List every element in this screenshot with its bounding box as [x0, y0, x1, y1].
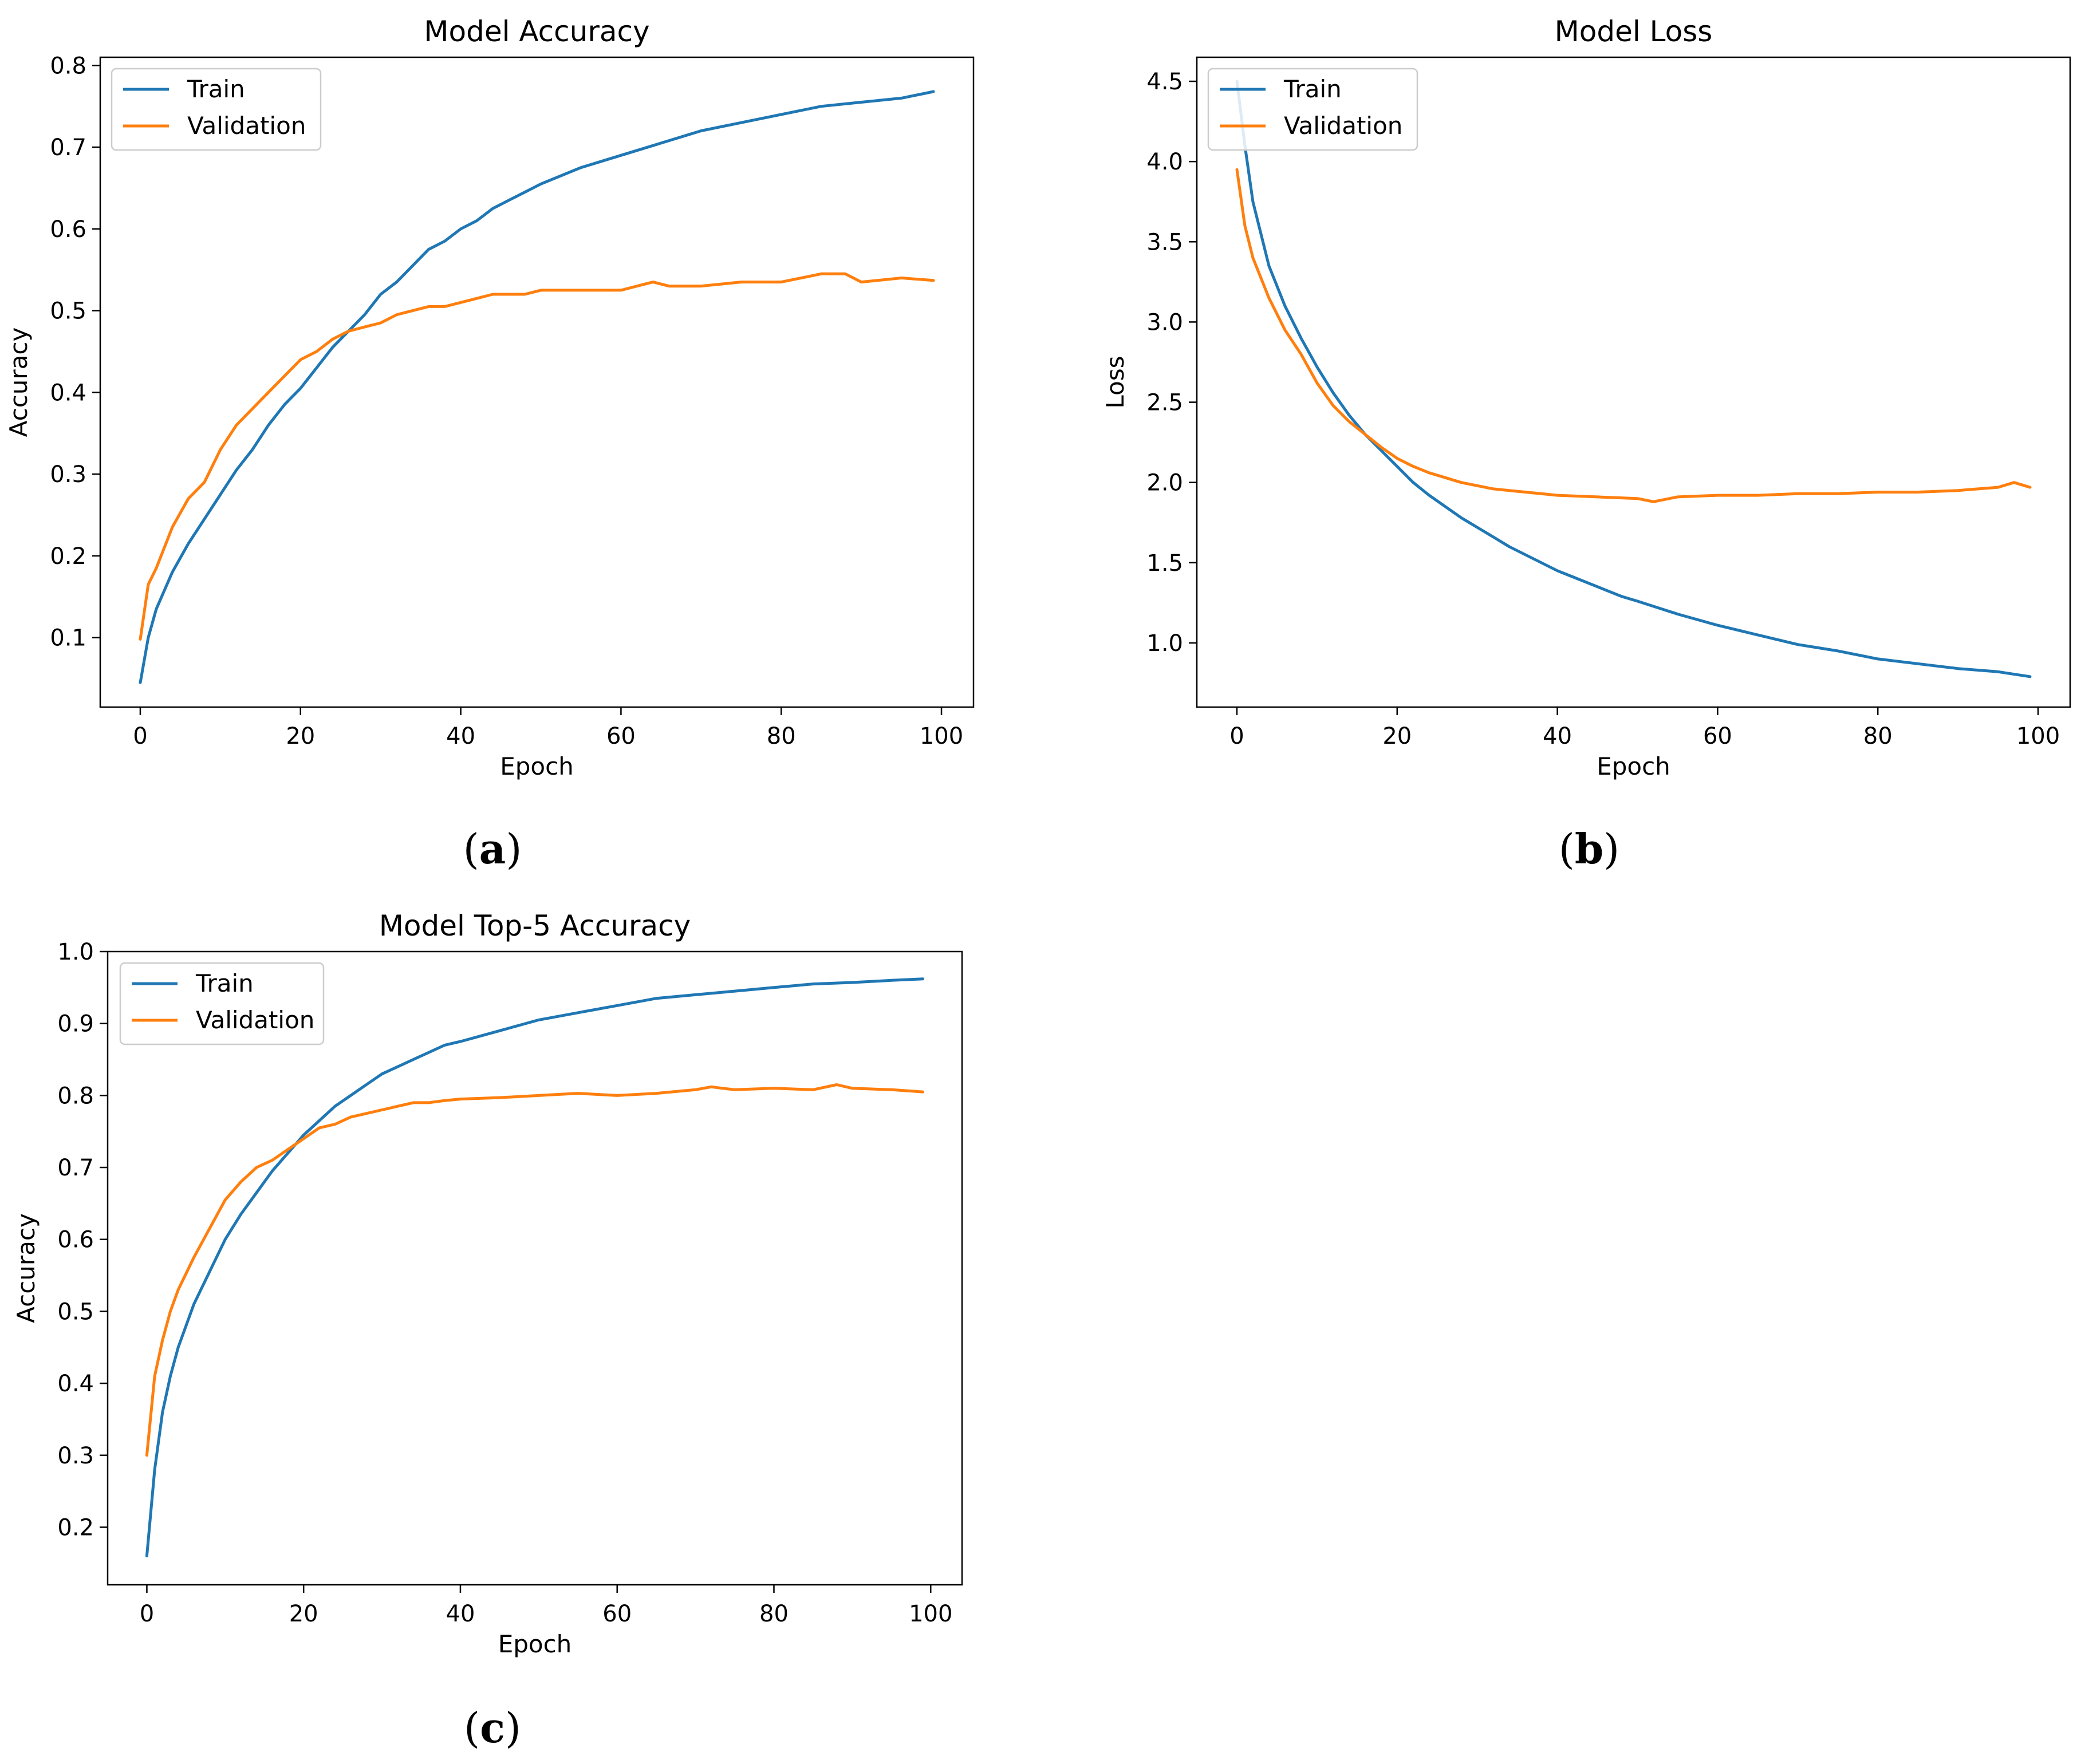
y-tick-label: 0.6: [57, 1227, 94, 1253]
legend: Train Validation: [119, 962, 325, 1045]
y-tick-label: 0.6: [50, 216, 86, 243]
y-tick-label: 4.0: [1146, 149, 1183, 175]
x-tick-label: 60: [602, 1601, 632, 1627]
y-tick-label: 0.5: [57, 1299, 94, 1325]
x-tick-label: 0: [140, 1601, 154, 1627]
x-tick-label: 100: [920, 723, 963, 749]
series-line-train: [145, 977, 925, 1558]
axes-frame: [107, 950, 963, 1586]
y-tick-label: 0.9: [57, 1011, 94, 1037]
y-tick-label: 0.1: [50, 625, 86, 652]
x-tick-label: 100: [909, 1601, 952, 1627]
y-tick-label: 0.2: [57, 1514, 94, 1541]
y-tick-label: 1.0: [57, 939, 94, 965]
y-tick-label: 0.4: [50, 380, 86, 406]
y-tick-label: 2.5: [1146, 390, 1183, 416]
y-tick-label: 0.3: [57, 1443, 94, 1469]
y-tick-label: 2.0: [1146, 470, 1183, 496]
y-tick-label: 3.5: [1146, 229, 1183, 255]
y-axis-label: Loss: [1101, 356, 1129, 408]
x-tick-label: 20: [1382, 723, 1412, 749]
legend-label-validation: Validation: [187, 112, 306, 140]
axes-frame: [1196, 56, 2071, 708]
legend-label-validation: Validation: [1284, 112, 1402, 140]
chart-title: Model Top-5 Accuracy: [379, 909, 691, 942]
y-axis-label: Accuracy: [5, 327, 33, 437]
y-tick-label: 0.3: [50, 461, 86, 488]
series-line-train: [1235, 80, 2032, 678]
y-tick-label: 0.7: [50, 135, 86, 161]
legend-label-validation: Validation: [196, 1006, 314, 1034]
x-tick-label: 20: [289, 1601, 318, 1627]
series-line-validation: [139, 272, 935, 641]
y-tick-label: 0.8: [57, 1083, 94, 1109]
x-tick-label: 40: [446, 723, 475, 749]
legend-label-train: Train: [1283, 75, 1342, 103]
x-tick-label: 40: [446, 1601, 475, 1627]
legend: Train Validation: [111, 68, 322, 151]
panel-label-c: (c): [464, 1703, 521, 1752]
x-tick-label: 0: [1229, 723, 1244, 749]
y-tick-label: 1.5: [1146, 550, 1183, 577]
series-line-validation: [1235, 168, 2032, 503]
x-axis-label: Epoch: [500, 752, 574, 780]
legend: Train Validation: [1207, 68, 1418, 151]
x-axis-label: Epoch: [1597, 752, 1670, 780]
x-tick-label: 20: [286, 723, 315, 749]
y-tick-label: 3.0: [1146, 309, 1183, 336]
series-line-validation: [145, 1083, 925, 1457]
y-tick-label: 0.4: [57, 1371, 94, 1397]
x-tick-label: 60: [606, 723, 636, 749]
chart-panel-c: 0 20 40 60 80 100 0.2 0.3 0.4 0.5 0.6 0.7 0.8 0.9 1.0 M…: [12, 909, 963, 1658]
x-tick-label: 80: [767, 723, 796, 749]
x-tick-label: 0: [133, 723, 147, 749]
y-tick-label: 4.5: [1146, 69, 1183, 95]
legend-label-train: Train: [187, 75, 245, 103]
panel-label-b: (b): [1559, 824, 1620, 873]
chart-panel-b: 0 20 40 60 80 100 1.0 1.5 2.0 2.5 3.0 3.5 4.0 4.5 Mode…: [1101, 15, 2071, 780]
axes-frame: [99, 56, 975, 708]
panel-label-a: (a): [463, 824, 522, 873]
y-tick-label: 0.7: [57, 1155, 94, 1181]
y-tick-label: 1.0: [1146, 630, 1183, 657]
x-tick-label: 80: [1863, 723, 1893, 749]
y-tick-label: 0.5: [50, 298, 86, 325]
x-tick-label: 80: [759, 1601, 789, 1627]
chart-panel-a: 0 20 40 60 80 100 0.1 0.2 0.3 0.4 0.5 0.6 0.7 0.8 Mode…: [5, 15, 975, 780]
legend-label-train: Train: [195, 969, 254, 997]
chart-title: Model Loss: [1555, 15, 1713, 48]
x-axis-label: Epoch: [498, 1630, 572, 1658]
chart-title: Model Accuracy: [424, 15, 649, 48]
x-tick-label: 40: [1543, 723, 1572, 749]
series-line-train: [139, 90, 935, 684]
y-tick-label: 0.2: [50, 543, 86, 570]
x-tick-label: 60: [1703, 723, 1732, 749]
y-axis-label: Accuracy: [12, 1213, 40, 1323]
y-tick-label: 0.8: [50, 53, 86, 79]
x-tick-label: 100: [2016, 723, 2060, 749]
